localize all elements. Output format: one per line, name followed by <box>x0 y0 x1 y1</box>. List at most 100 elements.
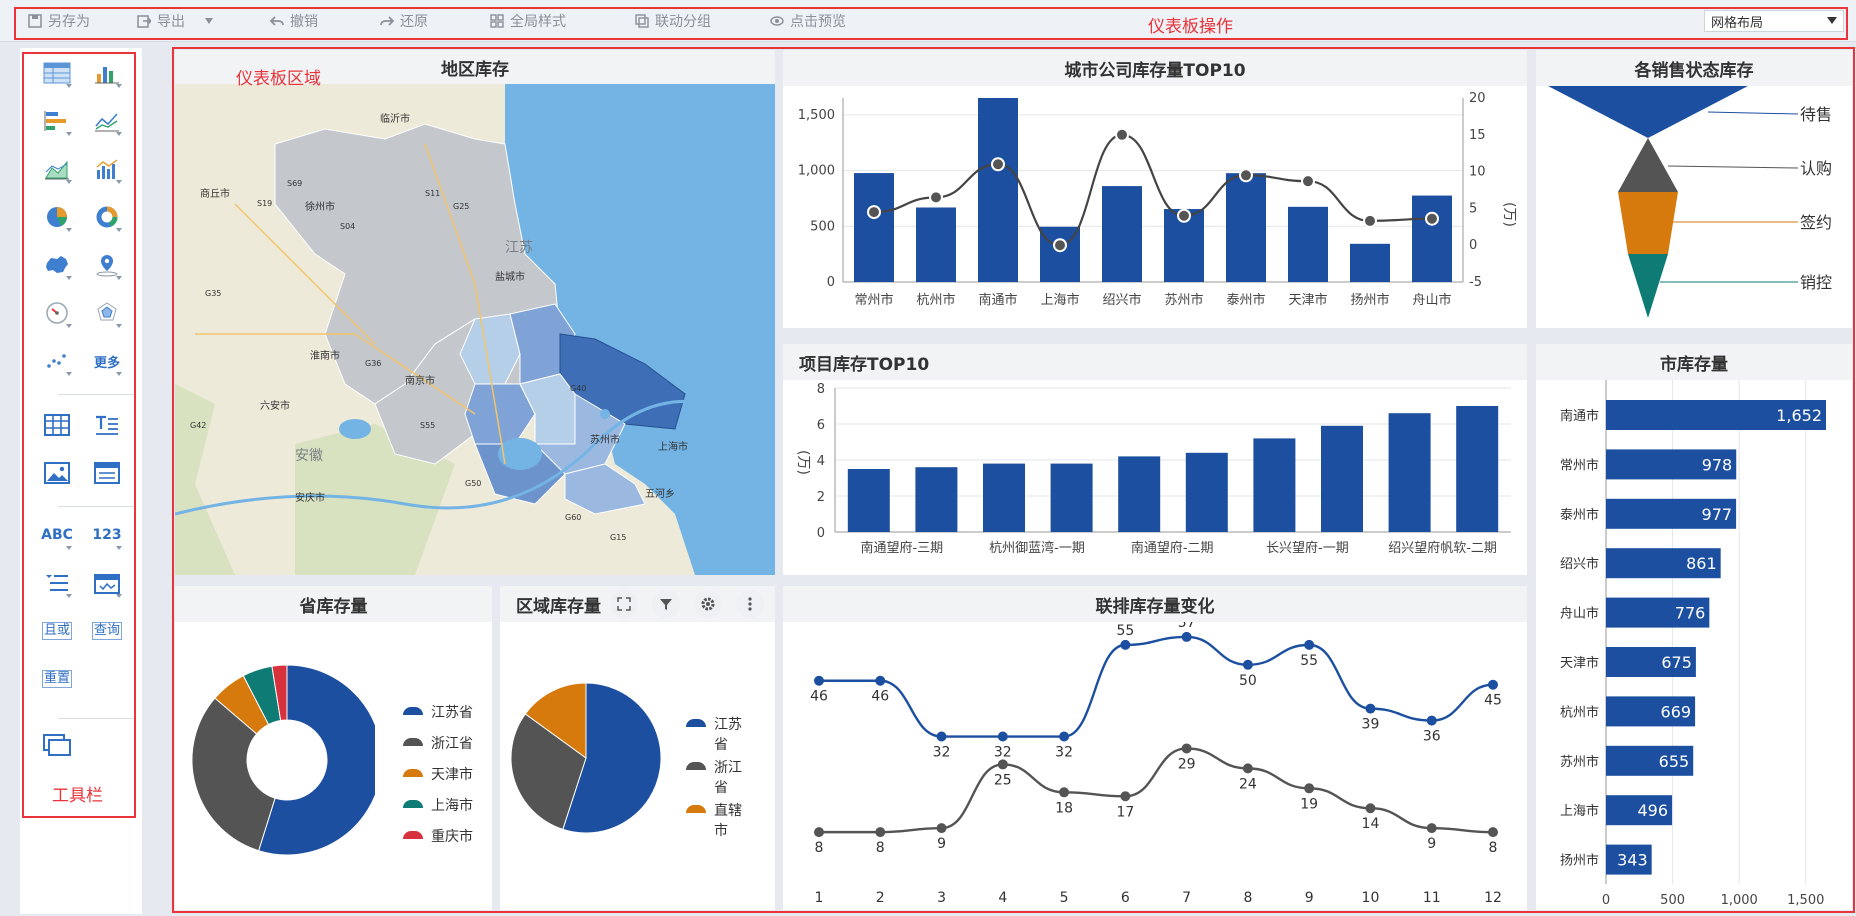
project-top10-widget[interactable]: 项目库存TOP10 0 2 4 6 8 (万) 南通望府-三期 杭州御蓝湾-一期 南通望府-二期… <box>783 344 1527 575</box>
detail-table-tool[interactable] <box>40 408 74 442</box>
table-chart-tool[interactable] <box>40 56 74 90</box>
sidebar-divider <box>58 394 136 395</box>
web-widget-tool[interactable] <box>90 456 124 490</box>
map-place-label: 六安市 <box>260 399 290 412</box>
tab-container-tool[interactable] <box>40 728 74 762</box>
sales-status-widget[interactable]: 各销售状态库存 待售 认购 签约 销控 <box>1536 50 1852 328</box>
legend-item[interactable]: 浙江省 <box>403 733 473 753</box>
redo-button[interactable]: 还原 <box>380 10 428 32</box>
region-map-widget[interactable]: 地区库存 临沂市 商丘市 徐州市 江苏 盐城市 淮南市 南京市 六安市 苏州市 上海市 安徽 安庆市 五… <box>175 50 775 575</box>
line-point <box>936 823 947 834</box>
bar-chart-tool[interactable] <box>90 56 124 90</box>
redo-label: 还原 <box>400 14 428 30</box>
line-point <box>1181 631 1192 642</box>
point-map-tool[interactable] <box>90 248 124 282</box>
preview-icon <box>770 16 784 26</box>
legend-item[interactable]: 直辖市 <box>686 800 746 840</box>
bar <box>1118 456 1161 532</box>
y-tick-label: 天津市 <box>1560 655 1599 671</box>
bar-value-label: 496 <box>1638 801 1669 820</box>
tree-filter-tool[interactable] <box>40 566 74 600</box>
link-group-button[interactable]: 联动分组 <box>635 10 711 32</box>
settings-button[interactable] <box>694 590 722 618</box>
sidebar-highlight-box <box>22 52 136 818</box>
province-donut-chart[interactable] <box>175 622 375 910</box>
and-or-tool[interactable]: 且或 <box>40 614 74 648</box>
city-stock-widget[interactable]: 市库存量 0 500 1,000 1,500 1,652 南通市 978 常州市 977 泰州市 8… <box>1536 344 1852 910</box>
export-icon <box>137 15 151 28</box>
bar-value-label: 977 <box>1702 505 1733 524</box>
image-widget-tool[interactable] <box>40 456 74 490</box>
region-mid-blue[interactable] <box>564 463 646 515</box>
bar <box>1050 463 1093 532</box>
line-point <box>1301 174 1315 189</box>
undo-button[interactable]: 撤销 <box>270 10 318 32</box>
text-filter-tool[interactable]: ABC <box>40 518 74 552</box>
global-style-button[interactable]: 全局样式 <box>490 10 566 32</box>
map-place-label: 徐州市 <box>305 200 335 213</box>
horizontal-bar-tool[interactable] <box>40 104 74 138</box>
combo-chart-tool[interactable] <box>90 152 124 186</box>
region-map-tool[interactable] <box>40 248 74 282</box>
filter-button[interactable] <box>652 590 680 618</box>
line-point <box>1488 827 1498 838</box>
table-chart-icon <box>43 62 71 84</box>
scatter-chart-tool[interactable] <box>40 344 74 378</box>
text-widget-tool[interactable] <box>90 408 124 442</box>
line-point <box>1304 783 1315 794</box>
city-stock-chart[interactable]: 0 500 1,000 1,500 1,652 南通市 978 常州市 977 泰州市 861 绍兴市… <box>1536 380 1852 910</box>
map-place-label: G15 <box>610 533 626 542</box>
radar-chart-tool[interactable] <box>90 296 124 330</box>
layout-select[interactable]: 网格布局 <box>1704 10 1844 32</box>
region-mid-blue[interactable] <box>464 383 536 445</box>
number-filter-tool[interactable]: 123 <box>90 518 124 552</box>
data-label: 25 <box>994 772 1012 788</box>
x-tick-label: 杭州市 <box>916 292 955 308</box>
y-tick-label: 常州市 <box>1560 457 1599 473</box>
more-options-button[interactable] <box>736 590 764 618</box>
legend-item[interactable]: 江苏省 <box>686 714 746 754</box>
preview-button[interactable]: 点击预览 <box>770 10 846 32</box>
map-river <box>175 399 775 516</box>
more-charts-tool[interactable]: 更多 <box>90 344 124 378</box>
query-button-tool[interactable]: 查询 <box>90 614 124 648</box>
line-point <box>1488 679 1498 690</box>
x-tick-label: 天津市 <box>1288 292 1327 308</box>
line-chart-icon <box>95 113 119 132</box>
fullscreen-button[interactable] <box>610 590 638 618</box>
gauge-chart-tool[interactable] <box>40 296 74 330</box>
donut-chart-tool[interactable] <box>90 200 124 234</box>
map-place-label: 江苏 <box>505 240 533 256</box>
province-stock-widget[interactable]: 省库存量 江苏省 浙江省 天津市 上海市 重庆市 <box>175 586 492 910</box>
bar <box>1102 186 1142 282</box>
date-filter-tool[interactable] <box>90 566 124 600</box>
x-tick-label: 5 <box>1060 890 1069 906</box>
export-button[interactable]: 导出 <box>137 10 213 32</box>
project-top10-chart[interactable]: 0 2 4 6 8 (万) 南通望府-三期 杭州御蓝湾-一期 南通望府-二期 长兴望府-一期 绍兴望… <box>783 380 1527 575</box>
pie-chart-tool[interactable] <box>40 200 74 234</box>
gear-icon <box>701 597 715 611</box>
city-top10-chart[interactable]: 0 500 1,000 1,500 -5 0 5 10 15 20 (万) 常州市 杭州市 南通市 上海市 绍… <box>783 86 1527 328</box>
x-tick-label: 苏州市 <box>1164 292 1203 308</box>
line-chart-tool[interactable] <box>90 104 124 138</box>
preview-label: 点击预览 <box>790 14 846 30</box>
reset-button-tool[interactable]: 重置 <box>40 662 74 696</box>
legend-item[interactable]: 重庆市 <box>403 826 473 846</box>
legend-item[interactable]: 天津市 <box>403 764 473 784</box>
legend-item[interactable]: 浙江省 <box>686 757 746 797</box>
region-pie-chart[interactable] <box>500 622 670 910</box>
text-widget-icon <box>96 415 118 435</box>
region-stock-widget[interactable]: 区域库存量 江苏省 浙江省 直辖市 <box>500 586 775 910</box>
legend-item[interactable]: 上海市 <box>403 795 473 815</box>
line-point <box>1059 731 1070 742</box>
legend-item[interactable]: 江苏省 <box>403 702 473 722</box>
area-chart-tool[interactable] <box>40 152 74 186</box>
joint-stock-widget[interactable]: 联排库存量变化 46 46 32 32 32 55 57 50 55 39 36 45 8 8 9 25 18 1… <box>783 586 1527 910</box>
legend-swatch <box>686 719 706 727</box>
save-as-button[interactable]: 另存为 <box>28 10 90 32</box>
city-top10-widget[interactable]: 城市公司库存量TOP10 0 500 1,000 1,500 -5 0 5 10 15 20 (万)… <box>783 50 1527 328</box>
